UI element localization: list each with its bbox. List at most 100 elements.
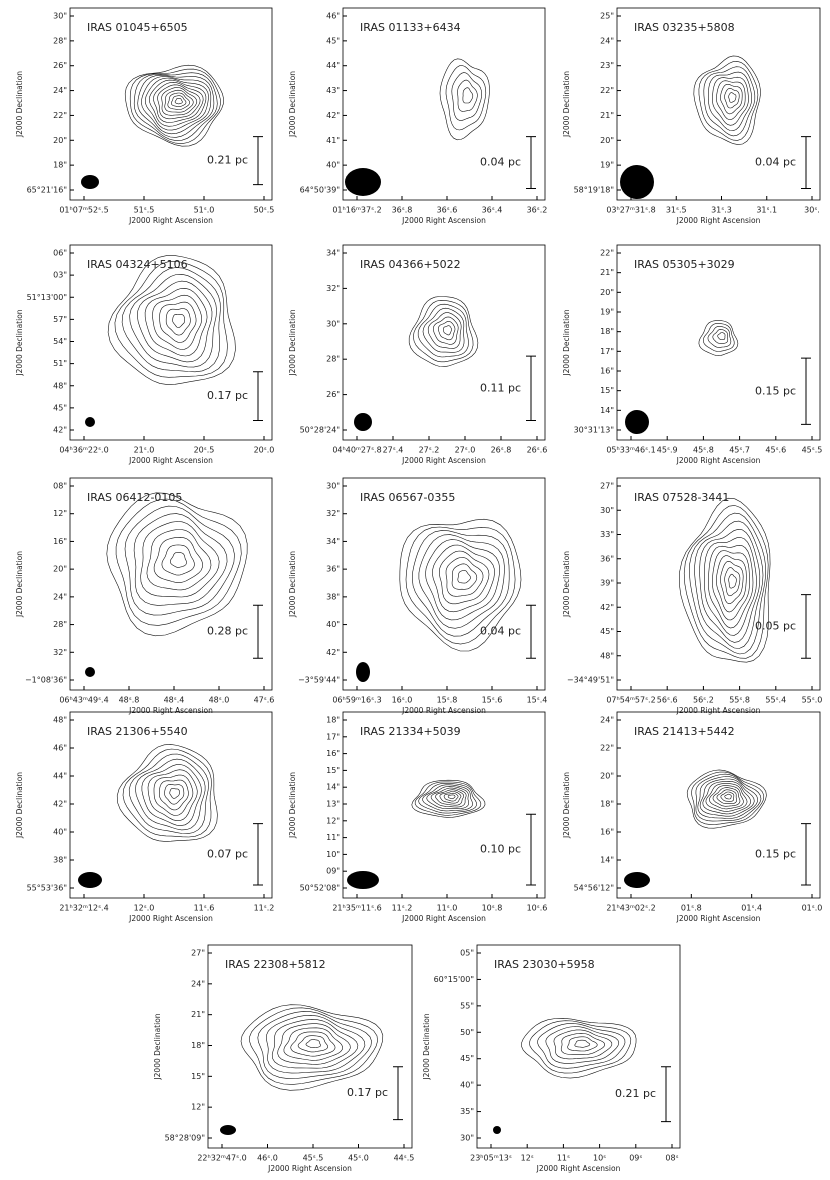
contour [271, 1019, 359, 1069]
y-tick-label: 30°31'13" [574, 426, 614, 435]
x-tick-label: 16ˢ.0 [392, 696, 413, 705]
scale-label: 0.05 pc [755, 619, 796, 632]
contour [724, 87, 740, 109]
y-tick-label: 44" [326, 61, 340, 70]
y-tick-label: 42" [53, 426, 67, 435]
scale-bar [253, 823, 263, 886]
contour [529, 1020, 632, 1074]
y-tick-label: 32" [53, 648, 67, 657]
x-tick-label: 01ʰ16ᵐ37ˢ.2 [332, 206, 381, 215]
contour [165, 308, 191, 336]
y-tick-label: 12" [53, 509, 67, 518]
contour [435, 789, 465, 806]
y-tick-label: 40" [326, 620, 340, 629]
y-tick-label: 65°21'16" [27, 186, 67, 195]
contour [720, 84, 743, 115]
y-tick-label: 58°28'09" [165, 1134, 205, 1143]
y-tick-label: 46" [326, 12, 340, 21]
x-tick-label: 21ʰ32ᵐ12ˢ.4 [59, 904, 108, 913]
contour [148, 79, 207, 127]
y-tick-label: 16" [326, 749, 340, 758]
x-tick-label: 11ˢ [557, 1154, 570, 1163]
y-tick-label: 30" [460, 1134, 474, 1143]
x-tick-label: 31ˢ.1 [756, 206, 777, 215]
contour [574, 1039, 591, 1048]
y-tick-label: 42" [53, 800, 67, 809]
contour [447, 794, 456, 800]
contour [703, 537, 757, 636]
x-tick-label: 01ˢ.0 [802, 904, 823, 913]
y-tick-label: 15" [326, 766, 340, 775]
y-tick-label: 46" [53, 744, 67, 753]
y-tick-label: 39" [600, 579, 614, 588]
contour [451, 563, 478, 590]
x-tick-label: 12ˢ.0 [134, 904, 155, 913]
y-tick-label: 22" [53, 111, 67, 120]
x-tick-label: 12ˢ [521, 1154, 534, 1163]
contour [290, 1031, 336, 1057]
y-axis-label: J2000 Declination [562, 309, 571, 376]
y-tick-label: 20" [53, 565, 67, 574]
x-tick-label: 01ˢ.8 [681, 904, 702, 913]
contour [411, 779, 486, 818]
contour [425, 539, 501, 621]
contour [537, 1023, 626, 1069]
x-axis-label: J2000 Right Ascension [536, 1164, 621, 1173]
panel: IRAS 21334+5039 0.10 pc 18" 17" 16" 15" 14" 13"… [288, 711, 547, 923]
x-axis-label: J2000 Right Ascension [401, 216, 486, 225]
panel: IRAS 06567-0355 0.04 pc 30" 32" 34" 36" 38" 40"… [288, 477, 547, 715]
y-tick-label: 05" [460, 949, 474, 958]
y-tick-label: 54°56'12" [574, 884, 614, 893]
contour [720, 791, 735, 802]
panel: IRAS 04324+5106 0.17 pc 06" 03" 51°13'00" 57"… [15, 244, 274, 465]
y-tick-label: 18" [53, 161, 67, 170]
y-tick-label: 33" [600, 530, 614, 539]
x-tick-label: 11ˢ.2 [392, 904, 413, 913]
y-tick-label: 28" [53, 36, 67, 45]
y-tick-label: 22" [600, 744, 614, 753]
contour [414, 781, 482, 816]
contour [147, 769, 198, 822]
y-tick-label: 16" [600, 828, 614, 837]
plot-frame [342, 244, 546, 441]
y-tick-label: 48" [53, 716, 67, 725]
y-axis-label: J2000 Declination [562, 551, 571, 618]
plot-frame [616, 477, 821, 691]
contour [129, 68, 221, 145]
x-tick-label: 56ˢ.2 [693, 696, 714, 705]
panel: IRAS 01133+6434 0.04 pc 46" 45" 44" 43" 42" 41"… [288, 7, 547, 225]
panel: IRAS 07528-3441 0.05 pc 27" 30" 33" 36" 39" 42"… [562, 477, 822, 715]
contour [567, 1036, 598, 1052]
contour [728, 92, 737, 103]
contour [137, 74, 215, 138]
y-axis-label: J2000 Declination [562, 71, 571, 138]
x-tick-label: 03ʰ27ᵐ31ˢ.8 [606, 206, 655, 215]
contour [438, 321, 456, 341]
y-tick-label: 17" [326, 732, 340, 741]
y-tick-label: 34" [326, 537, 340, 546]
y-axis-label: J2000 Declination [15, 772, 24, 839]
contour [712, 76, 749, 126]
contour [128, 753, 209, 835]
beam [620, 165, 654, 199]
contour [116, 744, 218, 842]
contour [146, 529, 212, 591]
y-axis-label: J2000 Declination [288, 551, 297, 618]
y-tick-label: 13" [326, 800, 340, 809]
y-tick-label: 18" [600, 800, 614, 809]
y-tick-label: 19" [600, 161, 614, 170]
y-tick-label: 22" [600, 249, 614, 258]
contour [712, 787, 741, 807]
contour [169, 788, 180, 799]
scale-label: 0.10 pc [480, 843, 521, 856]
y-tick-label: 42" [326, 648, 340, 657]
y-tick-label: 48" [600, 651, 614, 660]
x-tick-label: 44ˢ.5 [394, 1154, 415, 1163]
panel-title: IRAS 06412-0105 [87, 491, 182, 504]
contour [257, 1011, 372, 1079]
plot-frame [476, 944, 681, 1149]
y-axis-label: J2000 Declination [422, 1013, 431, 1080]
x-tick-label: 48ˢ.4 [164, 696, 185, 705]
beam [220, 1125, 236, 1135]
scale-bar [526, 813, 536, 886]
